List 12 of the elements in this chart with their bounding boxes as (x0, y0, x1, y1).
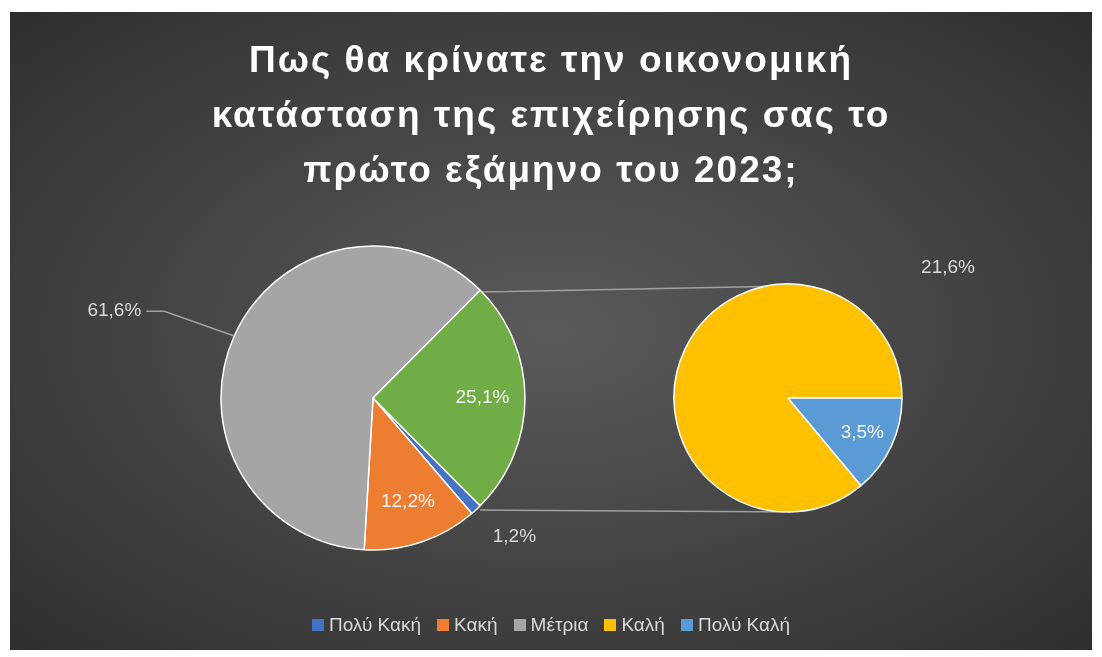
legend-label: Κακή (453, 614, 498, 636)
data-label: 21,6% (921, 256, 976, 278)
legend-label: Πολύ Καλή (696, 614, 791, 636)
chart-title: Πως θα κρίνατε την οικονομική κατάσταση της επιχείρησης σας το πρώτο εξάμηνο του 2023; (210, 38, 892, 192)
data-label: 25,1% (455, 386, 510, 408)
legend-label: Καλή (620, 614, 665, 636)
data-label: 1,2% (492, 525, 537, 547)
data-label: 61,6% (87, 299, 142, 321)
data-label: 12,2% (380, 489, 435, 511)
legend-label: Πολύ Κακή (327, 614, 422, 636)
data-label: 3,5% (840, 421, 885, 443)
legend-label: Μέτρια (529, 614, 589, 636)
